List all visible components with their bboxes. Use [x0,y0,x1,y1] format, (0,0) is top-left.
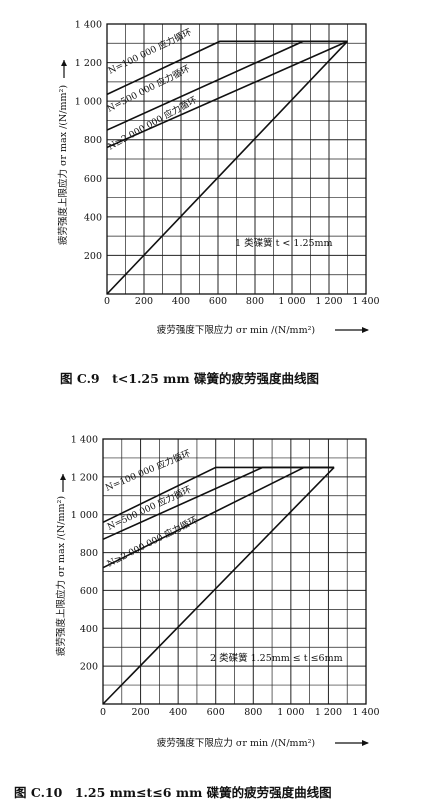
fatigue-chart-class-2: 200 400 600 800 1 000 1 200 1 400 0 200 400 600 800… [14,435,380,801]
y-axis-label: 疲劳强度上限应力 σr max /(N/mm²) [57,85,69,245]
series-line [102,466,335,705]
figure-caption: 图 C.10 1.25 mm≤t≤6 mm 碟簧的疲劳强度曲线图 [14,785,332,800]
x-tick-label: 400 [172,296,190,307]
plot-frame [106,23,367,295]
y-tick-label: 600 [84,174,102,185]
grid [106,23,367,295]
fatigue-chart-class-1: 200 400 600 800 1 000 1 200 1 400 0 200 400 600 800… [57,20,380,387]
x-tick-label: 200 [132,707,150,718]
series-label: N=100 000 应力循环 [103,447,192,494]
x-tick-label: 1 400 [352,296,379,307]
y-tick-label: 1 000 [75,97,102,108]
y-tick-label: 1 200 [75,58,102,69]
y-tick-label: 400 [84,212,102,223]
y-tick-label: 800 [80,548,98,559]
x-tick-label: 0 [100,707,106,718]
x-tick-label: 600 [209,296,227,307]
y-tick-label: 1 200 [71,472,98,483]
series-line [106,40,348,131]
y-tick-label: 1 400 [75,20,102,31]
y-axis-arrow-head [60,474,66,480]
x-tick-label: 400 [169,707,187,718]
y-tick-label: 1 400 [71,435,98,446]
x-tick-label: 1 400 [352,707,379,718]
series-line [106,40,349,295]
x-tick-label: 1 000 [278,296,305,307]
chart-note: 2 类碟簧 1.25mm ≤ t ≤6mm [210,652,343,664]
x-axis-arrow-head [362,327,369,333]
x-tick-label: 0 [104,296,110,307]
series-line [106,40,348,149]
x-tick-label: 1 000 [277,707,304,718]
x-tick-label: 200 [135,296,153,307]
x-tick-label: 800 [246,296,264,307]
x-tick-label: 600 [207,707,225,718]
x-tick-label: 800 [244,707,262,718]
y-tick-label: 1 000 [71,510,98,521]
x-axis-arrow-head [362,740,369,746]
series-line [102,466,335,569]
y-tick-label: 200 [80,662,98,673]
plot-frame [102,438,367,705]
x-axis-label: 疲劳强度下限应力 σr min /(N/mm²) [157,737,315,749]
x-tick-label: 1 200 [315,296,342,307]
y-tick-label: 800 [84,135,102,146]
x-axis-label: 疲劳强度下限应力 σr min /(N/mm²) [157,324,315,336]
chart-note: 1 类碟簧 t < 1.25mm [235,237,333,249]
y-tick-label: 400 [80,624,98,635]
y-axis-arrow-head [61,60,67,66]
y-tick-label: 200 [84,251,102,262]
figure-caption: 图 C.9 t<1.25 mm 碟簧的疲劳强度曲线图 [60,371,319,386]
x-tick-label: 1 200 [315,707,342,718]
y-axis-label: 疲劳强度上限应力 σr max /(N/mm²) [55,496,67,656]
y-tick-label: 600 [80,586,98,597]
